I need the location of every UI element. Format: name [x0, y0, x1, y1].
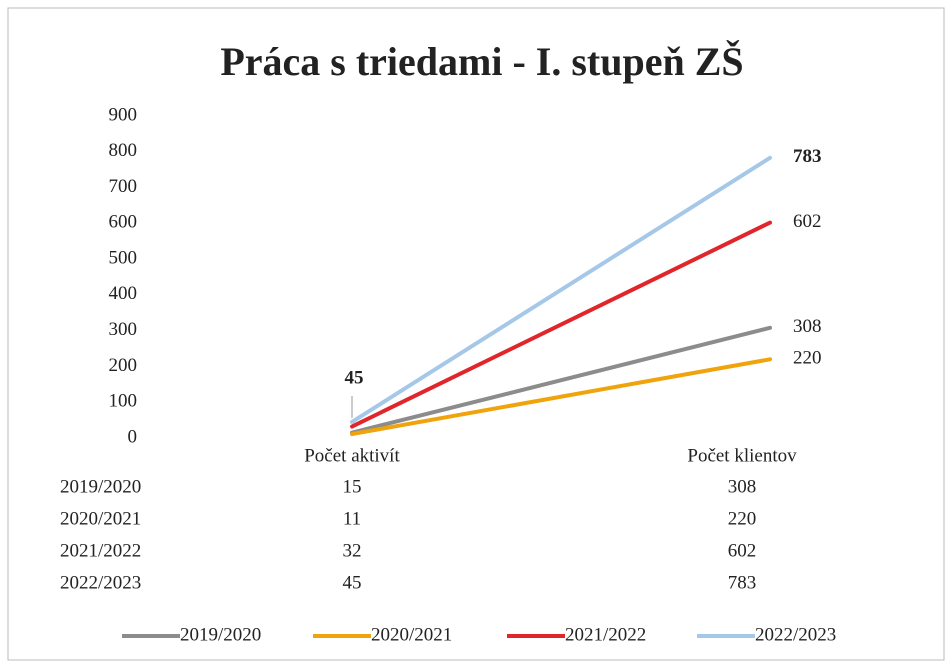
data-label: 783 [793, 146, 822, 167]
x-tick-label: Počet klientov [687, 445, 797, 466]
table-cell: 11 [343, 508, 361, 529]
table-cell: 32 [343, 540, 362, 561]
series-line [350, 357, 772, 437]
series-line [350, 325, 772, 435]
chart-border [7, 7, 945, 661]
table-cell: 308 [728, 476, 757, 497]
data-label: 308 [793, 316, 822, 337]
data-label: 220 [793, 348, 822, 369]
y-tick-label: 100 [109, 391, 138, 412]
y-tick-label: 400 [109, 283, 138, 304]
table-cell: 15 [343, 476, 362, 497]
table-cell: 602 [728, 540, 757, 561]
y-tick-label: 800 [109, 140, 138, 161]
table-row-label: 2022/2023 [60, 572, 141, 593]
table-cell: 220 [728, 508, 757, 529]
y-tick-label: 300 [109, 319, 138, 340]
y-tick-label: 0 [128, 426, 138, 447]
table-row-label: 2019/2020 [60, 476, 141, 497]
y-tick-label: 600 [109, 212, 138, 233]
series-line [350, 155, 772, 424]
series-line [350, 220, 772, 429]
chart-title: Práca s triedami - I. stupeň ZŠ [220, 39, 743, 84]
legend-label: 2019/2020 [180, 624, 261, 645]
legend-label: 2021/2022 [565, 624, 646, 645]
x-tick-label: Počet aktivít [304, 445, 400, 466]
legend-label: 2020/2021 [371, 624, 452, 645]
y-tick-label: 500 [109, 247, 138, 268]
legend-label: 2022/2023 [755, 624, 836, 645]
y-tick-label: 700 [109, 176, 138, 197]
table-row-label: 2020/2021 [60, 508, 141, 529]
data-label: 45 [345, 367, 364, 388]
table-cell: 45 [343, 572, 362, 593]
data-label: 602 [793, 211, 822, 232]
table-cell: 783 [728, 572, 757, 593]
table-row-label: 2021/2022 [60, 540, 141, 561]
y-tick-label: 900 [109, 104, 138, 125]
y-tick-label: 200 [109, 355, 138, 376]
